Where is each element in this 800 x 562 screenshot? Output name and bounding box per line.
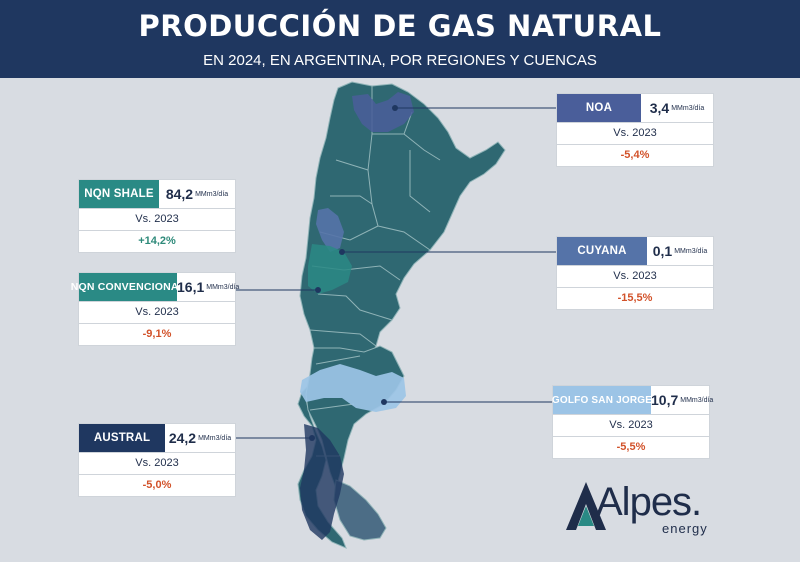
noa-value: 3,4 bbox=[649, 100, 670, 116]
golfo-san-jorge-change: -5,5% bbox=[616, 441, 646, 453]
cuyana-card: CUYANA 0,1 MMm3/día Vs. 2023 -15,5% bbox=[556, 236, 714, 310]
austral-basin bbox=[300, 424, 344, 540]
noa-label: NOA bbox=[557, 94, 641, 122]
tierra-del-fuego bbox=[333, 479, 387, 541]
callout-lines bbox=[232, 107, 556, 439]
nqn-convencional-compare: Vs. 2023 bbox=[79, 302, 235, 324]
golfo-san-jorge-value: 10,7 bbox=[651, 392, 679, 408]
cuyana-value: 0,1 bbox=[652, 243, 673, 259]
cuyana-label: CUYANA bbox=[557, 237, 647, 265]
cuyana-compare: Vs. 2023 bbox=[557, 266, 713, 288]
alpes-logo-mark-icon bbox=[566, 482, 606, 530]
province-borders bbox=[309, 86, 441, 457]
golfo-san-jorge-card: GOLFO SAN JORGE 10,7 MMm3/día Vs. 2023 -5… bbox=[552, 385, 714, 459]
noa-change: -5,4% bbox=[620, 149, 650, 161]
nqn-convencional-unit: MMm3/día bbox=[206, 283, 240, 291]
nqn-shale-label: NQN SHALE bbox=[79, 180, 159, 208]
logo-sub: energy bbox=[662, 521, 708, 536]
austral-unit: MMm3/día bbox=[198, 434, 232, 442]
nqn-shale-value: 84,2 bbox=[165, 186, 194, 202]
cuyana-unit: MMm3/día bbox=[674, 247, 708, 255]
neuquina-basin bbox=[308, 244, 352, 294]
golfo-san-jorge-label: GOLFO SAN JORGE bbox=[552, 386, 652, 414]
austral-value: 24,2 bbox=[168, 430, 197, 446]
austral-card: AUSTRAL 24,2 MMm3/día Vs. 2023 -5,0% bbox=[78, 423, 236, 497]
header-banner: PRODUCCIÓN DE GAS NATURAL EN 2024, EN AR… bbox=[0, 0, 800, 78]
golfo-san-jorge-compare: Vs. 2023 bbox=[553, 415, 709, 437]
noa-compare: Vs. 2023 bbox=[557, 123, 713, 145]
austral-label: AUSTRAL bbox=[79, 424, 165, 452]
nqn-shale-compare: Vs. 2023 bbox=[79, 209, 235, 231]
nqn-convencional-value: 16,1 bbox=[177, 279, 205, 295]
nqn-convencional-change: -9,1% bbox=[142, 328, 172, 340]
noa-basin bbox=[352, 92, 414, 132]
alpes-logo: Alpes. energy bbox=[566, 480, 726, 540]
nqn-convencional-card: NQN CONVENCIONAL 16,1 MMm3/día Vs. 2023 -… bbox=[71, 272, 240, 346]
golfo-san-jorge-unit: MMm3/día bbox=[680, 396, 714, 404]
callout-dots bbox=[309, 105, 398, 441]
cuyana-change: -15,5% bbox=[617, 292, 653, 304]
golfo-san-jorge-basin bbox=[300, 364, 406, 412]
nqn-convencional-label: NQN CONVENCIONAL bbox=[71, 273, 185, 301]
nqn-shale-unit: MMm3/día bbox=[195, 190, 229, 198]
logo-name: Alpes. bbox=[596, 480, 702, 524]
noa-card: NOA 3,4 MMm3/día Vs. 2023 -5,4% bbox=[556, 93, 714, 167]
cuyana-basin bbox=[316, 208, 344, 252]
noa-unit: MMm3/día bbox=[671, 104, 705, 112]
austral-compare: Vs. 2023 bbox=[79, 453, 235, 475]
page-subtitle: EN 2024, EN ARGENTINA, POR REGIONES Y CU… bbox=[203, 52, 597, 69]
austral-change: -5,0% bbox=[142, 479, 172, 491]
nqn-shale-card: NQN SHALE 84,2 MMm3/día Vs. 2023 +14,2% bbox=[78, 179, 236, 253]
page-title: PRODUCCIÓN DE GAS NATURAL bbox=[138, 9, 662, 43]
nqn-shale-change: +14,2% bbox=[138, 235, 176, 247]
